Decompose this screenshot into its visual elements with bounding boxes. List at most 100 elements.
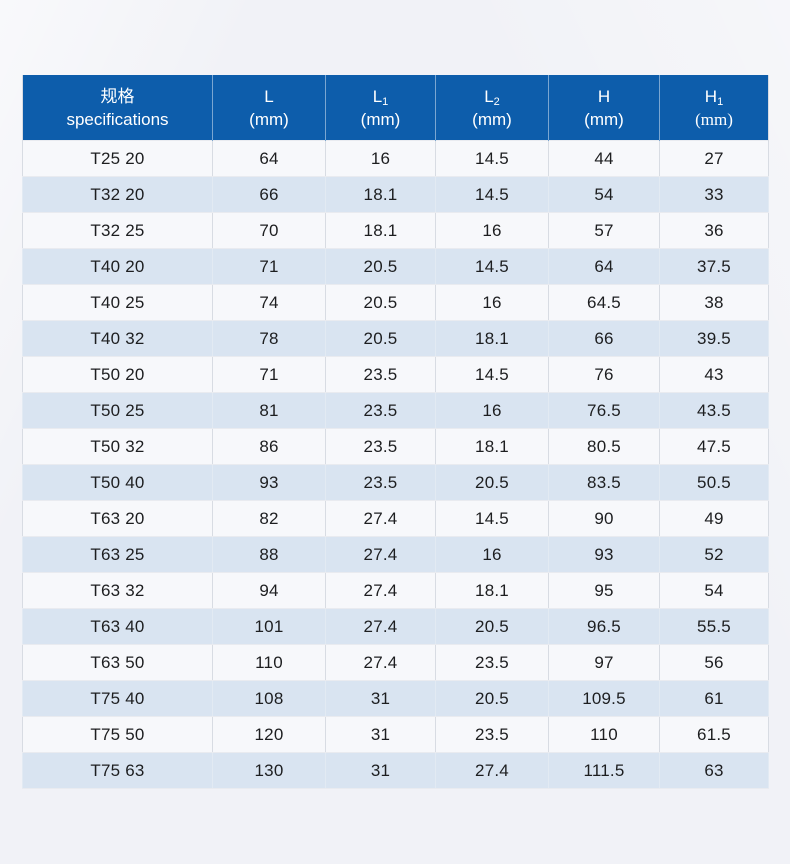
cell-value: 16 <box>435 212 549 249</box>
col-header-L1: L1 (mm) <box>325 75 436 141</box>
header-symbol: H1 <box>704 86 724 108</box>
cell-value: 38 <box>659 284 769 321</box>
table-row: T40 32 78 20.5 18.1 66 39.5 <box>22 320 769 357</box>
cell-value: 83.5 <box>548 464 660 501</box>
table-row: T50 20 71 23.5 14.5 76 43 <box>22 356 769 393</box>
cell-value: 66 <box>212 176 326 213</box>
cell-value: 74 <box>212 284 326 321</box>
col-header-H1: H1 (mm) <box>659 75 769 141</box>
cell-value: 43 <box>659 356 769 393</box>
cell-value: 110 <box>212 644 326 681</box>
cell-value: 93 <box>548 536 660 573</box>
cell-value: 43.5 <box>659 392 769 429</box>
cell-value: 70 <box>212 212 326 249</box>
cell-specification: T75 40 <box>22 680 213 717</box>
cell-specification: T50 32 <box>22 428 213 465</box>
cell-value: 31 <box>325 716 436 753</box>
cell-value: 54 <box>548 176 660 213</box>
cell-value: 78 <box>212 320 326 357</box>
header-unit: (mm) <box>695 109 733 129</box>
header-unit: (mm) <box>584 109 624 129</box>
cell-specification: T50 20 <box>22 356 213 393</box>
table-row: T40 25 74 20.5 16 64.5 38 <box>22 284 769 321</box>
cell-value: 33 <box>659 176 769 213</box>
cell-value: 120 <box>212 716 326 753</box>
table-row: T63 32 94 27.4 18.1 95 54 <box>22 572 769 609</box>
table-row: T40 20 71 20.5 14.5 64 37.5 <box>22 248 769 285</box>
header-unit: (mm) <box>472 109 512 129</box>
cell-value: 110 <box>548 716 660 753</box>
cell-value: 27 <box>659 140 769 177</box>
col-header-L: L (mm) <box>212 75 326 141</box>
cell-specification: T40 32 <box>22 320 213 357</box>
cell-value: 14.5 <box>435 140 549 177</box>
cell-value: 23.5 <box>325 392 436 429</box>
table-header-row: 规格 specifications L (mm) L1 (mm) L2 (mm)… <box>22 75 769 141</box>
cell-value: 71 <box>212 356 326 393</box>
col-header-specifications: 规格 specifications <box>22 75 213 141</box>
cell-value: 20.5 <box>325 248 436 285</box>
cell-value: 56 <box>659 644 769 681</box>
table-body: T25 20 64 16 14.5 44 27 T32 20 66 18.1 14.5 54 33 T3… <box>22 140 769 789</box>
header-unit: (mm) <box>360 109 401 129</box>
cell-value: 23.5 <box>325 464 436 501</box>
cell-specification: T63 40 <box>22 608 213 645</box>
cell-value: 16 <box>325 140 436 177</box>
cell-value: 61 <box>659 680 769 717</box>
cell-value: 71 <box>212 248 326 285</box>
header-unit: (mm) <box>249 109 289 129</box>
cell-specification: T50 40 <box>22 464 213 501</box>
cell-value: 90 <box>548 500 660 537</box>
cell-value: 14.5 <box>435 356 549 393</box>
cell-value: 54 <box>659 572 769 609</box>
cell-value: 111.5 <box>548 752 660 789</box>
cell-value: 101 <box>212 608 326 645</box>
cell-value: 20.5 <box>325 284 436 321</box>
cell-specification: T25 20 <box>22 140 213 177</box>
cell-value: 27.4 <box>325 572 436 609</box>
cell-specification: T32 25 <box>22 212 213 249</box>
cell-value: 20.5 <box>435 680 549 717</box>
table-row: T63 40 101 27.4 20.5 96.5 55.5 <box>22 608 769 645</box>
cell-value: 81 <box>212 392 326 429</box>
table-row: T75 40 108 31 20.5 109.5 61 <box>22 680 769 717</box>
cell-value: 23.5 <box>325 356 436 393</box>
cell-value: 16 <box>435 536 549 573</box>
cell-value: 16 <box>435 392 549 429</box>
cell-specification: T32 20 <box>22 176 213 213</box>
table-row: T32 25 70 18.1 16 57 36 <box>22 212 769 249</box>
header-symbol: L1 <box>372 86 389 108</box>
cell-value: 93 <box>212 464 326 501</box>
cell-value: 109.5 <box>548 680 660 717</box>
cell-specification: T75 50 <box>22 716 213 753</box>
cell-specification: T63 32 <box>22 572 213 609</box>
cell-value: 66 <box>548 320 660 357</box>
cell-specification: T63 25 <box>22 536 213 573</box>
cell-value: 16 <box>435 284 549 321</box>
cell-value: 47.5 <box>659 428 769 465</box>
table-row: T63 50 110 27.4 23.5 97 56 <box>22 644 769 681</box>
cell-value: 27.4 <box>325 644 436 681</box>
cell-value: 31 <box>325 680 436 717</box>
cell-value: 27.4 <box>435 752 549 789</box>
cell-value: 82 <box>212 500 326 537</box>
col-header-L2: L2 (mm) <box>435 75 549 141</box>
cell-value: 108 <box>212 680 326 717</box>
table-row: T63 20 82 27.4 14.5 90 49 <box>22 500 769 537</box>
table-row: T50 32 86 23.5 18.1 80.5 47.5 <box>22 428 769 465</box>
cell-specification: T40 25 <box>22 284 213 321</box>
cell-value: 64 <box>212 140 326 177</box>
cell-value: 37.5 <box>659 248 769 285</box>
cell-value: 18.1 <box>435 320 549 357</box>
cell-value: 23.5 <box>435 644 549 681</box>
cell-value: 27.4 <box>325 608 436 645</box>
cell-value: 18.1 <box>325 176 436 213</box>
cell-value: 20.5 <box>435 608 549 645</box>
cell-value: 31 <box>325 752 436 789</box>
cell-value: 36 <box>659 212 769 249</box>
cell-value: 63 <box>659 752 769 789</box>
table-row: T75 63 130 31 27.4 111.5 63 <box>22 752 769 789</box>
header-spec-en: specifications <box>66 109 169 129</box>
cell-value: 97 <box>548 644 660 681</box>
